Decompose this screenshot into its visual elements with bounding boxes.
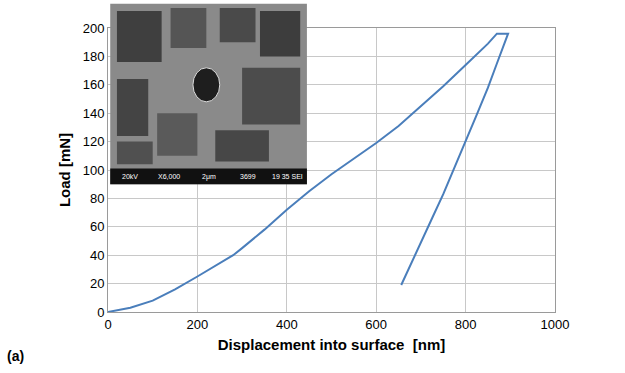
svg-text:40: 40 — [90, 248, 104, 263]
svg-text:2μm: 2μm — [202, 173, 216, 181]
svg-text:20kV: 20kV — [122, 173, 138, 180]
svg-text:120: 120 — [83, 134, 105, 149]
svg-text:160: 160 — [83, 77, 105, 92]
svg-text:180: 180 — [83, 49, 105, 64]
svg-text:200: 200 — [187, 317, 209, 332]
svg-text:800: 800 — [455, 317, 477, 332]
svg-text:100: 100 — [83, 163, 105, 178]
svg-text:140: 140 — [83, 106, 105, 121]
svg-text:60: 60 — [90, 219, 104, 234]
svg-text:0: 0 — [97, 305, 104, 320]
svg-text:20: 20 — [90, 276, 104, 291]
svg-text:Displacement into surface [nm: Displacement into surface [nm] — [218, 336, 446, 353]
svg-text:0: 0 — [104, 317, 111, 332]
svg-text:(a): (a) — [7, 348, 24, 364]
svg-text:1000: 1000 — [541, 317, 570, 332]
svg-text:400: 400 — [276, 317, 298, 332]
svg-text:200: 200 — [83, 21, 105, 36]
svg-text:X6,000: X6,000 — [158, 173, 180, 180]
svg-text:Load [mN]: Load [mN] — [56, 133, 73, 207]
svg-text:600: 600 — [365, 317, 387, 332]
svg-text:19 35 SEI: 19 35 SEI — [272, 173, 303, 180]
svg-text:80: 80 — [90, 191, 104, 206]
svg-text:3699: 3699 — [240, 173, 256, 180]
